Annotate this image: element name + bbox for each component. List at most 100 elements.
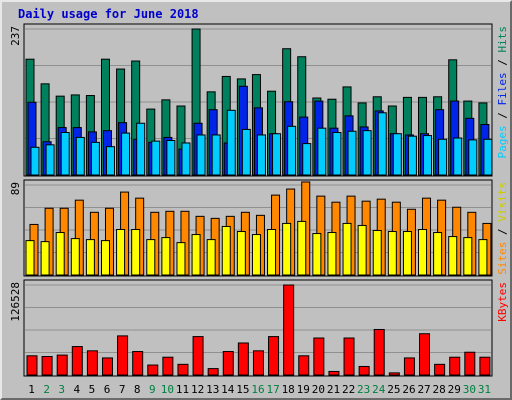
top-legend-part: Files xyxy=(496,72,509,105)
day-label-29: 29 xyxy=(448,383,461,396)
top-max-label: 237 xyxy=(9,26,22,46)
middle-legend: Sites / Visits xyxy=(496,182,509,275)
middle-bar-visits-13 xyxy=(206,239,216,276)
top-bar-pages-29 xyxy=(453,137,463,176)
top-bar-pages-19 xyxy=(302,143,312,176)
middle-panel-border xyxy=(23,179,493,277)
top-bar-pages-28 xyxy=(438,138,448,176)
day-label-11: 11 xyxy=(176,383,189,396)
bottom-bar-kbytes-15 xyxy=(237,342,249,376)
day-label-15: 15 xyxy=(236,383,249,396)
bottom-bar-kbytes-9 xyxy=(147,364,159,376)
day-label-17: 17 xyxy=(266,383,279,396)
top-bar-pages-24 xyxy=(377,112,387,176)
top-bar-pages-31 xyxy=(483,138,493,176)
top-legend-part: / xyxy=(496,53,509,73)
day-label-1: 1 xyxy=(28,383,35,396)
day-label-27: 27 xyxy=(417,383,430,396)
bottom-panel-border xyxy=(23,279,493,377)
top-bar-pages-27 xyxy=(423,135,433,176)
middle-bar-visits-9 xyxy=(146,239,156,276)
middle-bar-visits-3 xyxy=(55,232,65,276)
top-panel-border xyxy=(23,23,493,177)
middle-legend-part: / xyxy=(496,222,509,242)
top-legend-part: / xyxy=(496,106,509,126)
middle-bar-visits-2 xyxy=(40,241,50,276)
top-legend: Pages / Files / Hits xyxy=(496,26,509,159)
day-label-26: 26 xyxy=(402,383,415,396)
middle-bar-visits-28 xyxy=(433,232,443,276)
top-bar-pages-13 xyxy=(211,134,221,176)
top-bar-pages-23 xyxy=(362,130,372,176)
middle-bar-visits-20 xyxy=(312,233,322,276)
bottom-bar-kbytes-22 xyxy=(343,337,355,376)
bottom-legend-part: KBytes xyxy=(496,282,509,322)
day-label-23: 23 xyxy=(357,383,370,396)
bottom-bar-kbytes-5 xyxy=(86,350,98,376)
bottom-bar-kbytes-17 xyxy=(268,336,280,376)
middle-bar-visits-17 xyxy=(267,228,277,276)
day-label-7: 7 xyxy=(119,383,126,396)
middle-bar-visits-31 xyxy=(478,239,488,276)
bottom-bar-kbytes-27 xyxy=(419,333,431,376)
bottom-bar-kbytes-24 xyxy=(373,328,385,376)
day-label-2: 2 xyxy=(43,383,50,396)
day-label-24: 24 xyxy=(372,383,386,396)
middle-bar-visits-14 xyxy=(221,225,231,276)
middle-bar-visits-12 xyxy=(191,234,201,276)
top-bar-pages-12 xyxy=(196,134,206,176)
top-bar-pages-26 xyxy=(407,135,417,176)
middle-legend-part: Visits xyxy=(496,182,509,222)
day-label-25: 25 xyxy=(387,383,400,396)
bottom-bar-kbytes-31 xyxy=(479,356,491,376)
top-bar-pages-14 xyxy=(226,109,236,176)
top-bar-pages-30 xyxy=(468,139,478,176)
bottom-bar-kbytes-23 xyxy=(358,365,370,376)
middle-bar-visits-21 xyxy=(327,232,337,276)
day-label-10: 10 xyxy=(161,383,174,396)
bottom-bar-kbytes-30 xyxy=(464,351,476,376)
top-bar-pages-10 xyxy=(166,140,176,176)
chart-title: Daily usage for June 2018 xyxy=(18,7,199,21)
middle-bar-visits-26 xyxy=(402,231,412,276)
day-label-21: 21 xyxy=(327,383,340,396)
day-label-19: 19 xyxy=(297,383,310,396)
bottom-max-label: 126528 xyxy=(9,282,22,322)
bottom-bar-kbytes-20 xyxy=(313,337,325,376)
day-label-4: 4 xyxy=(74,383,81,396)
top-bar-pages-5 xyxy=(90,141,100,176)
top-bar-pages-2 xyxy=(45,144,55,176)
middle-bar-visits-30 xyxy=(463,237,473,276)
bottom-bar-kbytes-1 xyxy=(26,355,38,376)
day-label-8: 8 xyxy=(134,383,141,396)
middle-bar-visits-23 xyxy=(357,224,367,276)
middle-bar-visits-27 xyxy=(418,228,428,276)
top-bar-pages-1 xyxy=(30,146,40,176)
day-label-31: 31 xyxy=(478,383,491,396)
bottom-bar-kbytes-4 xyxy=(71,346,83,376)
day-label-28: 28 xyxy=(433,383,446,396)
middle-legend-part: Sites xyxy=(496,242,509,275)
bottom-bar-kbytes-28 xyxy=(434,363,446,376)
bottom-bar-kbytes-19 xyxy=(298,355,310,376)
bottom-bar-kbytes-6 xyxy=(101,357,113,376)
middle-bar-visits-10 xyxy=(161,237,171,276)
bottom-bar-kbytes-14 xyxy=(222,351,234,376)
day-label-9: 9 xyxy=(149,383,156,396)
top-legend-part: Hits xyxy=(496,26,509,53)
day-label-18: 18 xyxy=(282,383,295,396)
middle-bar-visits-7 xyxy=(116,228,126,276)
middle-bar-visits-8 xyxy=(131,228,141,276)
middle-bar-visits-16 xyxy=(251,234,261,276)
bottom-bar-kbytes-29 xyxy=(449,356,461,376)
middle-bar-visits-29 xyxy=(448,236,458,276)
day-label-16: 16 xyxy=(251,383,264,396)
top-bar-pages-21 xyxy=(332,131,342,176)
bottom-bar-kbytes-3 xyxy=(56,354,68,376)
bottom-bar-kbytes-21 xyxy=(328,370,340,376)
middle-bar-visits-18 xyxy=(282,222,292,276)
day-label-12: 12 xyxy=(191,383,204,396)
